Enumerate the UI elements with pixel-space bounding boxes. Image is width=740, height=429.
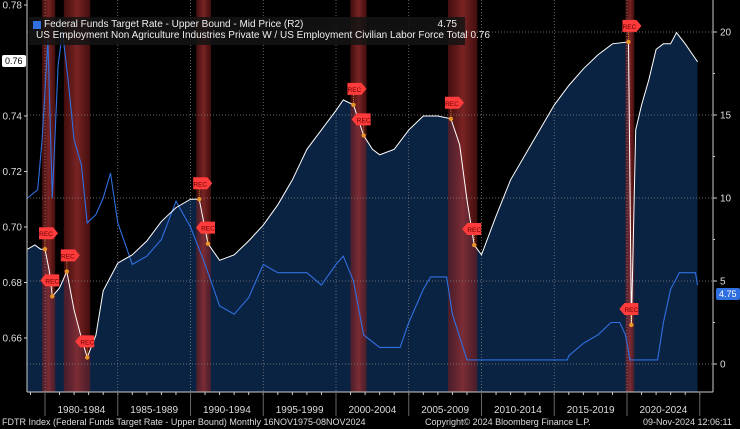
rec-flag-icon bbox=[351, 113, 371, 126]
recession-markers: REC REC REC REC REC REC REC REC REC REC REC REC bbox=[39, 19, 642, 360]
x-tick-label: 2010-2014 bbox=[494, 405, 542, 416]
left-tick-label: 0.68 bbox=[3, 278, 23, 289]
x-tick-label: 1995-1999 bbox=[276, 405, 324, 416]
footer-source: FDTR Index (Federal Funds Target Rate - … bbox=[2, 417, 366, 427]
legend-label: US Employment Non Agriculture Industries… bbox=[36, 30, 468, 41]
recession-bands bbox=[27, 0, 698, 392]
rec-label: REC bbox=[61, 253, 75, 260]
rec-flag-icon bbox=[195, 221, 215, 234]
rec-label: REC bbox=[39, 231, 53, 238]
left-tick-label: 0.72 bbox=[3, 167, 23, 178]
legend: Federal Funds Target Rate - Upper Bound … bbox=[29, 17, 490, 45]
last-value-right-tag: 4.75 bbox=[716, 288, 740, 300]
legend-item-fed-funds[interactable]: Federal Funds Target Rate - Upper Bound … bbox=[33, 19, 461, 30]
recession-band bbox=[447, 0, 478, 392]
recession-point bbox=[50, 294, 55, 299]
rec-flag-icon bbox=[75, 335, 95, 348]
right-tick-label: 0 bbox=[720, 360, 726, 371]
rec-flag-icon bbox=[619, 302, 639, 315]
right-tick-label: 20 bbox=[720, 28, 732, 39]
rec-flag-icon bbox=[462, 223, 482, 236]
recession-point bbox=[626, 39, 631, 45]
rec-flag-icon bbox=[622, 19, 642, 32]
rec-flag-icon bbox=[40, 274, 60, 287]
legend-swatch-blue bbox=[33, 20, 41, 29]
last-value-left-tag: 0.76 bbox=[2, 55, 26, 67]
footer-timestamp: 09-Nov-2024 12:06:11 bbox=[643, 417, 732, 427]
left-tick-label: 0.66 bbox=[3, 334, 23, 345]
rec-flag-icon bbox=[60, 249, 80, 262]
rec-label: REC bbox=[201, 226, 215, 233]
rec-label: REC bbox=[357, 117, 371, 124]
axes: 0.78 0.74 0.72 0.70 0.68 0.66 20 15 10 5 0 1980-198… bbox=[3, 0, 732, 416]
rec-flag-icon bbox=[39, 227, 58, 240]
rec-flag-icon bbox=[193, 177, 213, 190]
x-tick-label: 2020-2024 bbox=[639, 405, 687, 416]
x-tick-label: 1990-1994 bbox=[203, 405, 251, 416]
recession-point bbox=[629, 322, 634, 328]
recession-point bbox=[197, 197, 202, 202]
rec-flag-icon bbox=[444, 96, 464, 109]
rec-label: REC bbox=[193, 181, 207, 188]
recession-band bbox=[350, 0, 367, 392]
x-tick-label: 1980-1984 bbox=[57, 405, 105, 416]
rec-label: REC bbox=[45, 278, 59, 285]
legend-label: Federal Funds Target Rate - Upper Bound … bbox=[44, 19, 304, 30]
recession-point bbox=[448, 116, 454, 121]
x-tick-label: 2005-2009 bbox=[421, 405, 469, 416]
left-tick-label: 0.78 bbox=[3, 1, 23, 12]
recession-point bbox=[472, 242, 477, 248]
recession-band bbox=[63, 0, 91, 392]
rec-label: REC bbox=[467, 227, 481, 234]
rec-label: REC bbox=[348, 87, 362, 94]
fed-funds-line bbox=[27, 31, 699, 361]
recession-band bbox=[196, 0, 211, 392]
recession-point bbox=[64, 269, 70, 274]
rec-flag-icon bbox=[347, 82, 367, 95]
recession-point bbox=[42, 247, 48, 252]
legend-value: 4.75 bbox=[437, 19, 457, 30]
legend-item-employment[interactable]: US Employment Non Agriculture Industries… bbox=[33, 30, 490, 41]
recession-point bbox=[205, 241, 211, 246]
right-tick-label: 15 bbox=[720, 111, 732, 122]
legend-value: 0.76 bbox=[470, 30, 490, 41]
recession-point bbox=[84, 355, 90, 360]
rec-label: REC bbox=[80, 339, 94, 346]
footer-copyright: Copyright© 2024 Bloomberg Finance L.P. bbox=[425, 417, 591, 427]
left-tick-label: 0.74 bbox=[3, 112, 23, 123]
x-tick-label: 1985-1989 bbox=[130, 405, 178, 416]
right-tick-label: 5 bbox=[720, 277, 726, 288]
left-tick-label: 0.70 bbox=[3, 223, 23, 234]
right-tick-label: 10 bbox=[720, 194, 732, 205]
rec-label: REC bbox=[623, 24, 637, 31]
recession-point bbox=[361, 133, 366, 138]
x-tick-label: 2015-2019 bbox=[567, 405, 615, 416]
rec-label: REC bbox=[624, 307, 638, 314]
rec-label: REC bbox=[445, 101, 459, 108]
recession-point bbox=[351, 102, 356, 108]
x-tick-label: 2000-2004 bbox=[348, 405, 396, 416]
